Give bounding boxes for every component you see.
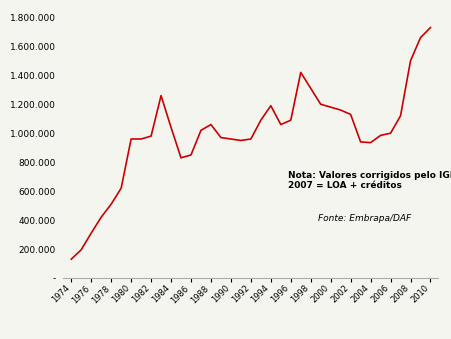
Text: Fonte: Embrapa/DAF: Fonte: Embrapa/DAF bbox=[318, 214, 410, 223]
Text: Nota: Valores corrigidos pelo IGP-DI
2007 = LOA + créditos: Nota: Valores corrigidos pelo IGP-DI 200… bbox=[288, 171, 451, 190]
